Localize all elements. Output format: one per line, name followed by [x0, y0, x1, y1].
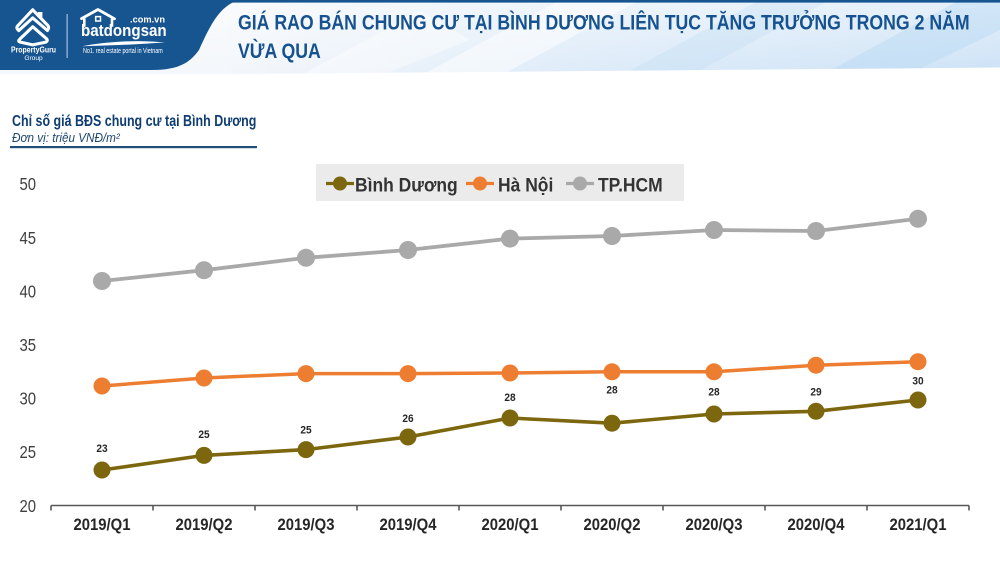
svg-text:25: 25: [19, 443, 36, 462]
svg-text:2019/Q3: 2019/Q3: [278, 516, 335, 534]
svg-text:Group: Group: [24, 55, 43, 62]
svg-text:28: 28: [504, 391, 515, 403]
svg-text:2019/Q2: 2019/Q2: [176, 516, 233, 534]
svg-text:.com.vn: .com.vn: [130, 15, 165, 25]
svg-text:20: 20: [19, 497, 36, 516]
svg-text:25: 25: [198, 429, 209, 441]
svg-text:Hà Nội: Hà Nội: [498, 174, 553, 196]
svg-text:TP.HCM: TP.HCM: [598, 174, 663, 196]
svg-text:50: 50: [19, 175, 36, 194]
svg-text:40: 40: [19, 282, 36, 301]
svg-text:2020/Q1: 2020/Q1: [482, 516, 539, 534]
svg-text:26: 26: [402, 412, 413, 424]
svg-text:35: 35: [19, 336, 36, 355]
svg-text:2019/Q4: 2019/Q4: [380, 516, 437, 534]
svg-text:2020/Q2: 2020/Q2: [584, 516, 641, 534]
svg-text:28: 28: [708, 386, 719, 398]
svg-text:2020/Q3: 2020/Q3: [686, 516, 743, 534]
svg-text:23: 23: [96, 443, 107, 455]
svg-text:30: 30: [912, 375, 923, 387]
svg-text:2020/Q4: 2020/Q4: [788, 516, 845, 534]
svg-text:PropertyGuru: PropertyGuru: [11, 45, 56, 55]
svg-text:Bình Dương: Bình Dương: [355, 174, 458, 196]
svg-text:GIÁ RAO BÁN CHUNG CƯ TẠI BÌNH: GIÁ RAO BÁN CHUNG CƯ TẠI BÌNH DƯƠNG LIÊN…: [238, 9, 970, 35]
svg-text:No1. real estate portal in Vie: No1. real estate portal in Vietnam: [83, 47, 163, 55]
svg-text:Chỉ số giá BĐS chung cư tại Bì: Chỉ số giá BĐS chung cư tại Bình Dương: [12, 113, 256, 131]
svg-text:VỪA QUA: VỪA QUA: [238, 37, 321, 63]
svg-text:Đơn vị: triệu VNĐ/m²: Đơn vị: triệu VNĐ/m²: [12, 130, 121, 145]
svg-text:25: 25: [300, 424, 311, 436]
svg-text:45: 45: [19, 229, 36, 248]
svg-text:batdongsan: batdongsan: [81, 21, 167, 40]
svg-text:2019/Q1: 2019/Q1: [74, 516, 131, 534]
svg-text:2021/Q1: 2021/Q1: [890, 516, 947, 534]
svg-text:30: 30: [19, 390, 36, 409]
svg-text:28: 28: [606, 384, 617, 396]
svg-text:29: 29: [810, 386, 821, 398]
